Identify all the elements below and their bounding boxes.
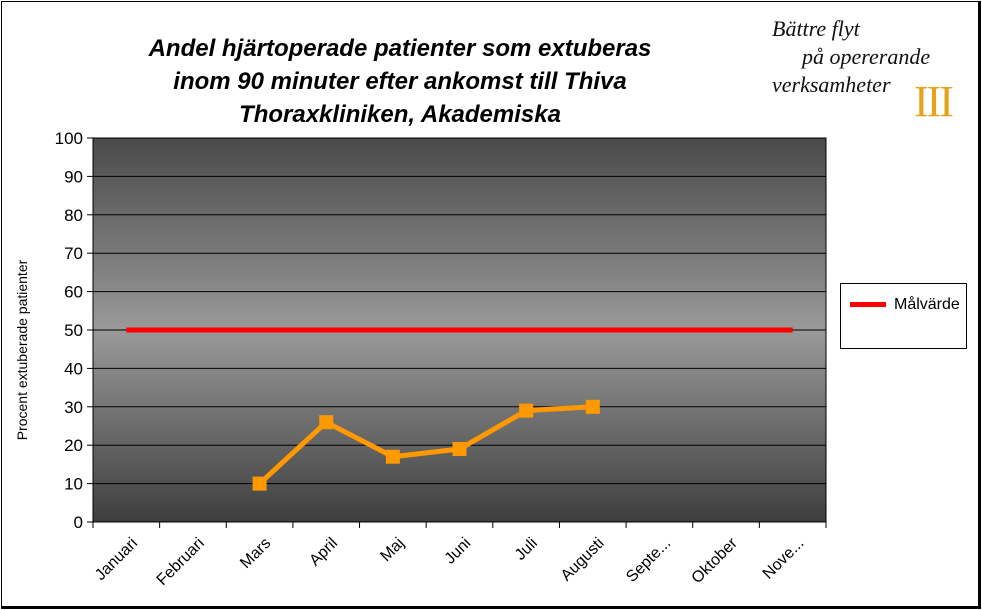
- data-point-marker: [385, 449, 400, 464]
- chart-title-line-2: inom 90 minuter efter ankomst till Thiva: [173, 68, 627, 95]
- x-tick-label: Mars: [237, 535, 274, 572]
- chart-title-line-3: Thoraxkliniken, Akademiska: [239, 101, 561, 128]
- y-tick-label: 70: [64, 244, 83, 263]
- series-line-andel: [257, 404, 593, 486]
- data-point-marker: [585, 399, 600, 414]
- data-point-marker: [319, 415, 334, 430]
- y-tick-label: 60: [64, 283, 83, 302]
- data-point-marker: [252, 476, 267, 491]
- y-tick-label: 20: [64, 436, 83, 455]
- y-tick-label: 80: [64, 206, 83, 225]
- data-point-marker: [452, 442, 467, 457]
- y-tick-label: 30: [64, 398, 83, 417]
- y-tick-label: 50: [64, 321, 83, 340]
- x-tick-label: Juli: [512, 535, 541, 564]
- chart-title: Andel hjärtoperade patienter som extuber…: [120, 32, 680, 131]
- y-tick-label: 100: [55, 129, 83, 148]
- x-tick-label: Nove...: [760, 535, 808, 583]
- y-tick-label: 40: [64, 359, 83, 378]
- x-tick-label: Augusti: [558, 535, 608, 585]
- x-tick-label: Septe...: [623, 535, 674, 586]
- legend-swatch-malvarde: [850, 302, 886, 307]
- logo-line-3: verksamheter: [772, 72, 891, 97]
- y-tick-label: 0: [74, 513, 83, 532]
- x-tick-label: Maj: [377, 535, 407, 565]
- x-tick-label: Februari: [154, 535, 208, 589]
- logo-line-1: Bättre flyt: [772, 16, 860, 41]
- y-tick-label: 10: [64, 475, 83, 494]
- y-tick-label: 90: [64, 167, 83, 186]
- legend-label-malvarde: Målvärde: [894, 296, 960, 313]
- logo-numeral: III: [914, 77, 954, 126]
- chart-title-line-1: Andel hjärtoperade patienter som extuber…: [148, 35, 652, 62]
- legend: Målvärde: [840, 283, 967, 349]
- x-tick-label: Oktober: [689, 534, 742, 587]
- x-tick-label: Januari: [92, 535, 141, 584]
- x-tick-label: April: [306, 535, 341, 570]
- logo-line-2: på opererande: [802, 44, 931, 69]
- x-tick-label: Juni: [442, 535, 475, 568]
- logo: Bättre flyt på opererande verksamheter I…: [772, 14, 972, 126]
- data-point-marker: [519, 403, 534, 418]
